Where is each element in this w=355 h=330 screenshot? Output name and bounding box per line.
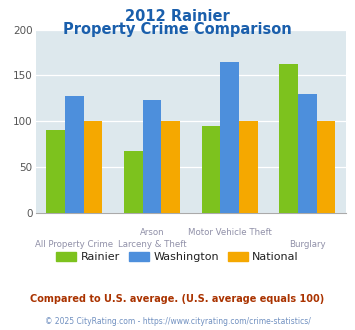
Bar: [65, 96, 84, 213]
Bar: [124, 151, 143, 213]
Text: All Property Crime: All Property Crime: [35, 240, 113, 249]
Text: Property Crime Comparison: Property Crime Comparison: [63, 22, 292, 37]
Text: Larceny & Theft: Larceny & Theft: [118, 240, 186, 249]
Text: 2012 Rainier: 2012 Rainier: [125, 9, 230, 24]
Bar: [84, 121, 102, 213]
Text: Motor Vehicle Theft: Motor Vehicle Theft: [188, 228, 272, 237]
Text: © 2025 CityRating.com - https://www.cityrating.com/crime-statistics/: © 2025 CityRating.com - https://www.city…: [45, 316, 310, 326]
Bar: [47, 129, 65, 213]
Text: Compared to U.S. average. (U.S. average equals 100): Compared to U.S. average. (U.S. average …: [31, 294, 324, 304]
Bar: [202, 126, 220, 213]
Bar: [161, 121, 180, 213]
Text: Burglary: Burglary: [289, 240, 326, 249]
Bar: [220, 62, 239, 213]
Bar: [239, 121, 258, 213]
Bar: [143, 100, 161, 213]
Legend: Rainier, Washington, National: Rainier, Washington, National: [52, 248, 303, 267]
Bar: [298, 94, 317, 213]
Bar: [279, 64, 298, 213]
Bar: [317, 121, 335, 213]
Text: Arson: Arson: [140, 228, 164, 237]
